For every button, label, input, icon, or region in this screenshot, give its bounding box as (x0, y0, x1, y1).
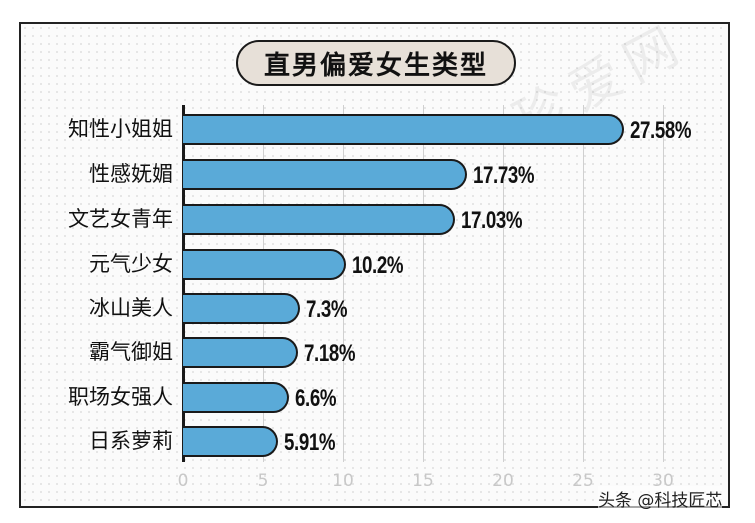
category-label: 冰山美人 (89, 295, 173, 320)
category-label: 元气少女 (89, 251, 173, 276)
value-label: 5.91% (283, 428, 336, 456)
bar (183, 336, 298, 368)
plot-area: 0 5 10 15 20 25 30 知性小姐姐 27.58% 性感妩媚 17.73% 文艺女青年 17… (68, 105, 692, 491)
bar (183, 292, 300, 324)
category-label: 性感妩媚 (89, 161, 173, 186)
gridline (583, 105, 584, 462)
bar-row: 日系萝莉 5.91% (89, 425, 663, 457)
value-label: 17.03% (461, 206, 523, 234)
value-label: 7.18% (303, 339, 356, 367)
bar (183, 425, 278, 457)
bar (183, 113, 625, 145)
bar-row: 文艺女青年 17.03% (68, 203, 663, 235)
x-tick-label: 20 (492, 471, 514, 491)
gridline (663, 105, 664, 462)
x-tick-label: 10 (332, 471, 354, 491)
chart-title: 直男偏爱女生类型 (263, 50, 488, 81)
bar (183, 248, 347, 280)
category-label: 职场女强人 (68, 384, 173, 409)
gridline (503, 105, 504, 462)
gridline (343, 105, 344, 462)
bar-row: 冰山美人 7.3% (89, 292, 663, 324)
x-tick-label: 0 (177, 471, 189, 491)
bar-row: 霸气御姐 7.18% (89, 336, 663, 368)
bar-row: 性感妩媚 17.73% (89, 158, 663, 190)
credit-text: 头条 @科技匠芯 (598, 486, 723, 511)
value-label: 6.6% (294, 384, 336, 412)
bar (183, 158, 467, 190)
bar (183, 203, 456, 235)
x-tick-label: 25 (572, 471, 594, 491)
bar-row: 职场女强人 6.6% (68, 381, 663, 413)
value-label: 10.2% (352, 251, 404, 279)
value-label: 27.58% (630, 116, 692, 144)
x-tick-label: 5 (257, 471, 269, 491)
category-label: 知性小姐姐 (68, 116, 173, 141)
y-axis-line (182, 105, 185, 462)
x-tick-label: 15 (412, 471, 434, 491)
chart-frame (19, 22, 730, 508)
bar-row: 知性小姐姐 27.58% (68, 113, 692, 145)
category-label: 日系萝莉 (89, 428, 173, 453)
chart-title-pill: 直男偏爱女生类型 (236, 40, 516, 86)
value-label: 7.3% (305, 295, 347, 323)
value-label: 17.73% (472, 161, 535, 189)
category-label: 霸气御姐 (89, 339, 173, 364)
gridline (263, 105, 264, 462)
gridline (423, 105, 424, 462)
category-label: 文艺女青年 (68, 206, 173, 231)
bar (183, 381, 289, 413)
bar-row: 元气少女 10.2% (89, 248, 663, 280)
